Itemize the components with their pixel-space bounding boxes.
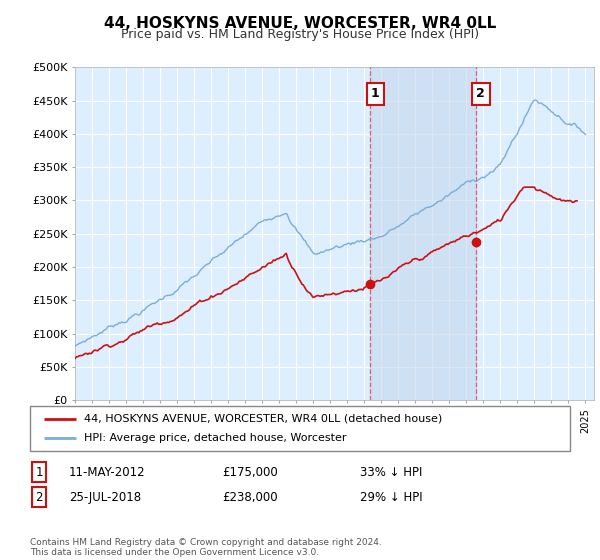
Text: Price paid vs. HM Land Registry's House Price Index (HPI): Price paid vs. HM Land Registry's House … [121,28,479,41]
Text: HPI: Average price, detached house, Worcester: HPI: Average price, detached house, Worc… [84,433,347,444]
Text: 1: 1 [35,465,43,479]
FancyBboxPatch shape [30,406,570,451]
Text: Contains HM Land Registry data © Crown copyright and database right 2024.
This d: Contains HM Land Registry data © Crown c… [30,538,382,557]
Text: £175,000: £175,000 [222,465,278,479]
Text: 25-JUL-2018: 25-JUL-2018 [69,491,141,504]
Text: 11-MAY-2012: 11-MAY-2012 [69,465,146,479]
Bar [370,67,476,400]
Text: 44, HOSKYNS AVENUE, WORCESTER, WR4 0LL: 44, HOSKYNS AVENUE, WORCESTER, WR4 0LL [104,16,496,31]
Text: 44, HOSKYNS AVENUE, WORCESTER, WR4 0LL (detached house): 44, HOSKYNS AVENUE, WORCESTER, WR4 0LL (… [84,413,442,423]
Text: 1: 1 [371,87,380,100]
Text: 2: 2 [476,87,485,100]
Text: 29% ↓ HPI: 29% ↓ HPI [360,491,422,504]
Text: 33% ↓ HPI: 33% ↓ HPI [360,465,422,479]
Text: £238,000: £238,000 [222,491,278,504]
Text: 2: 2 [35,491,43,504]
